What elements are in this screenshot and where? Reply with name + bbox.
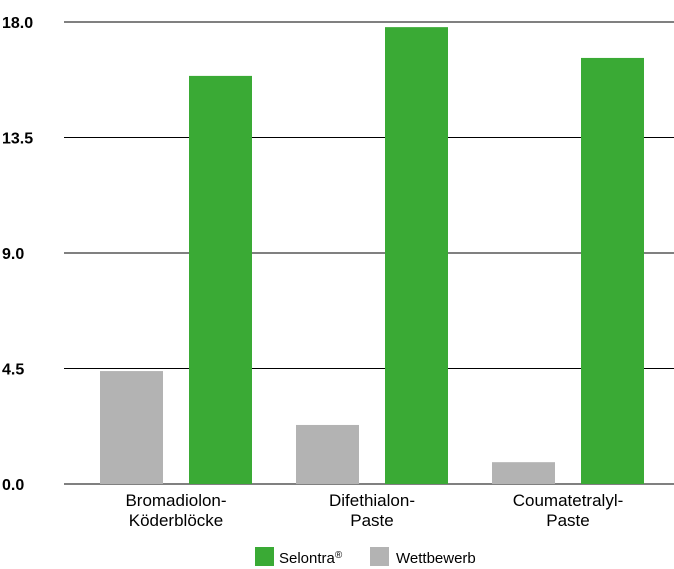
category-label: Bromadiolon- xyxy=(125,491,226,510)
category-labels: Bromadiolon-KöderblöckeDifethialon-Paste… xyxy=(125,491,623,530)
bar-selontra xyxy=(189,75,252,485)
category-label: Paste xyxy=(350,511,393,530)
y-tick-label: 0.0 xyxy=(2,477,24,494)
y-tick-labels: 0.0 4.5 9.0 13.5 18.0 xyxy=(2,15,33,494)
gridlines xyxy=(64,21,674,485)
legend-label-wettbewerb: Wettbewerb xyxy=(396,550,476,567)
bar-wettbewerb xyxy=(100,371,163,484)
y-tick-label: 9.0 xyxy=(2,246,24,263)
bar-wettbewerb xyxy=(492,462,555,484)
bars xyxy=(100,27,644,485)
legend-label-selontra: Selontra® xyxy=(279,550,343,567)
bar-wettbewerb xyxy=(296,424,359,484)
legend-swatch-wettbewerb xyxy=(370,547,389,566)
legend: Selontra® Wettbewerb xyxy=(255,547,476,567)
category-label: Difethialon- xyxy=(329,491,415,510)
category-label: Paste xyxy=(546,511,589,530)
y-tick-label: 4.5 xyxy=(2,362,24,379)
bar-selontra xyxy=(581,57,644,484)
y-tick-label: 13.5 xyxy=(2,131,33,148)
category-label: Köderblöcke xyxy=(129,511,224,530)
legend-swatch-selontra xyxy=(255,547,274,566)
bar-selontra xyxy=(385,27,448,485)
category-label: Coumatetralyl- xyxy=(513,491,624,510)
y-tick-label: 18.0 xyxy=(2,15,33,32)
